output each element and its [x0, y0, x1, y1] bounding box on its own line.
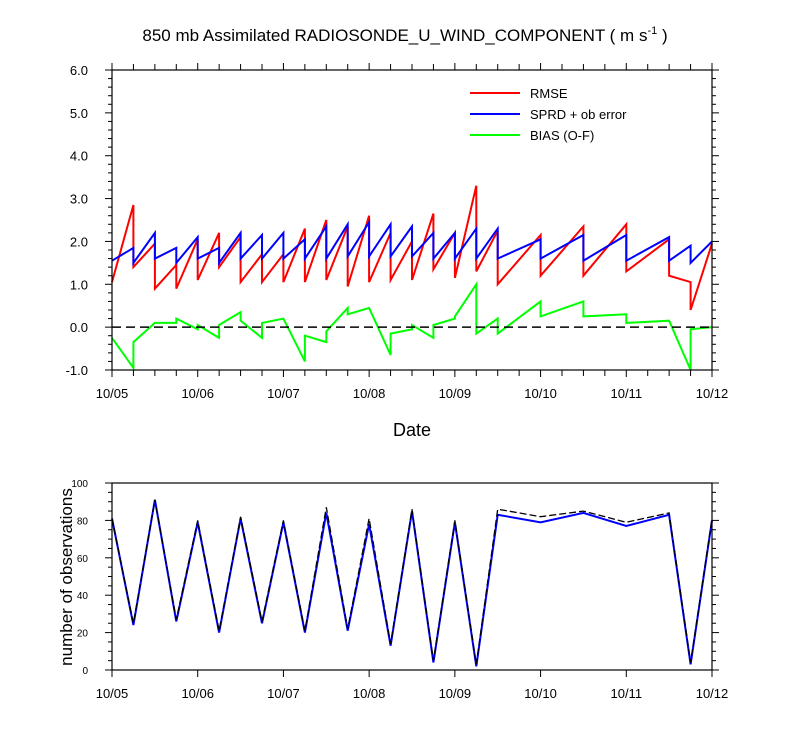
y-tick-label: 100 [71, 479, 88, 490]
y-tick-label: 5.0 [70, 106, 88, 121]
top-plot-frame [111, 69, 713, 371]
legend-label: BIAS (O-F) [530, 128, 594, 143]
y-tick-label: 40 [77, 591, 89, 602]
chart-title-end: ) [657, 26, 667, 45]
top-series-group [111, 185, 713, 372]
bottom-plot-frame [111, 482, 713, 671]
x-tick-label: 10/08 [353, 686, 386, 701]
x-tick-label: 10/11 [610, 686, 642, 701]
bottom-series-group [111, 499, 713, 667]
y-tick-label: 3.0 [70, 192, 88, 207]
y-tick-label: 60 [77, 554, 89, 565]
x-tick-label: 10/06 [181, 386, 214, 401]
top-plot: 10/05 10/06 10/07 10/08 10/09 10/10 10/11 10/12… [66, 63, 729, 440]
y-tick-label: 0.0 [70, 320, 88, 335]
y-tick-label: 6.0 [70, 63, 88, 78]
top-legend: RMSE SPRD + ob error BIAS (O-F) [470, 86, 627, 143]
x-tick-label: 10/09 [439, 386, 472, 401]
series-line-sprd-ob-error [111, 218, 713, 267]
x-tick-label: 10/10 [524, 686, 557, 701]
bottom-ticks-group: 10/05 10/06 10/07 10/08 10/09 10/10 10/11 10/12… [71, 479, 728, 701]
x-tick-label: 10/11 [610, 386, 642, 401]
y-tick-label: 80 [77, 516, 89, 527]
x-tick-label: 10/12 [696, 386, 729, 401]
series-line-assimilated [111, 499, 713, 667]
y-tick-label: 1.0 [70, 277, 88, 292]
x-tick-label: 10/07 [267, 686, 300, 701]
top-ticks-group: 10/05 10/06 10/07 10/08 10/09 10/10 10/11 10/12… [66, 63, 729, 401]
x-tick-label: 10/08 [353, 386, 386, 401]
legend-label: SPRD + ob error [530, 107, 627, 122]
x-tick-label: 10/07 [267, 386, 300, 401]
y-tick-label: 20 [77, 629, 89, 640]
series-line-possible [111, 499, 713, 665]
x-tick-label: 10/06 [181, 686, 214, 701]
chart-title: 850 mb Assimilated RADIOSONDE_U_WIND_COM… [142, 25, 667, 45]
bottom-y-axis-label: number of observations [57, 488, 76, 666]
y-tick-label: 4.0 [70, 149, 88, 164]
x-tick-label: 10/10 [524, 386, 557, 401]
chart-title-superscript: -1 [647, 25, 657, 37]
x-tick-label: 10/05 [96, 386, 129, 401]
top-x-axis-label: Date [393, 420, 431, 440]
x-tick-label: 10/12 [696, 686, 729, 701]
bottom-plot: 10/05 10/06 10/07 10/08 10/09 10/10 10/11 10/12… [57, 479, 728, 701]
chart-title-main: 850 mb Assimilated RADIOSONDE_U_WIND_COM… [142, 26, 647, 45]
x-tick-label: 10/05 [96, 686, 129, 701]
y-tick-label: -1.0 [66, 363, 88, 378]
x-tick-label: 10/09 [439, 686, 472, 701]
y-tick-label: 0 [82, 666, 88, 677]
y-tick-label: 2.0 [70, 234, 88, 249]
legend-label: RMSE [530, 86, 568, 101]
